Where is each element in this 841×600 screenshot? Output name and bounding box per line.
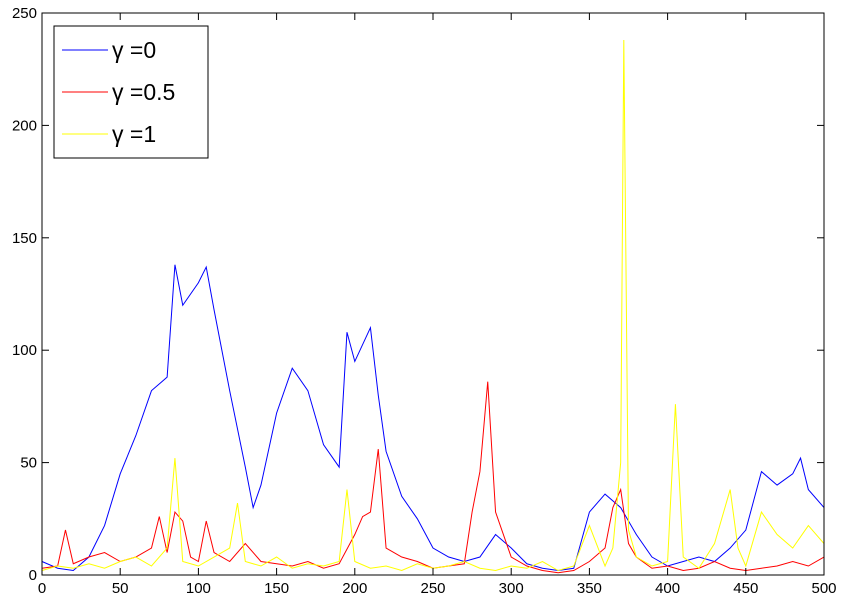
legend-label: γ =0.5 bbox=[112, 79, 175, 105]
y-tick-label: 150 bbox=[12, 230, 37, 247]
legend-label: γ =0 bbox=[112, 37, 156, 63]
axis-tick-labels: 0 50 100 150 200 250 300 350 400 450 500 0 50 100 150 2… bbox=[12, 5, 837, 597]
series-line-0 bbox=[41, 264, 825, 572]
legend-label: γ =1 bbox=[112, 121, 156, 147]
plot-lines bbox=[41, 39, 825, 574]
y-tick-label: 200 bbox=[12, 117, 37, 134]
x-tick-label: 100 bbox=[186, 580, 211, 597]
x-tick-label: 500 bbox=[811, 580, 836, 597]
series-line-1 bbox=[41, 381, 825, 574]
x-tick-label: 300 bbox=[499, 580, 524, 597]
y-tick-label: 250 bbox=[12, 5, 37, 22]
axis-ticks bbox=[41, 12, 825, 576]
y-tick-label: 0 bbox=[29, 567, 37, 584]
x-tick-label: 50 bbox=[112, 580, 129, 597]
x-tick-label: 200 bbox=[342, 580, 367, 597]
x-tick-label: 250 bbox=[420, 580, 445, 597]
y-tick-label: 100 bbox=[12, 342, 37, 359]
x-tick-label: 0 bbox=[38, 580, 46, 597]
legend: γ =0 γ =0.5 γ =1 bbox=[53, 25, 209, 159]
series-line-2 bbox=[41, 39, 825, 572]
x-tick-label: 400 bbox=[655, 580, 680, 597]
x-tick-label: 350 bbox=[577, 580, 602, 597]
x-tick-label: 150 bbox=[264, 580, 289, 597]
x-tick-label: 450 bbox=[733, 580, 758, 597]
y-tick-label: 50 bbox=[20, 455, 37, 472]
